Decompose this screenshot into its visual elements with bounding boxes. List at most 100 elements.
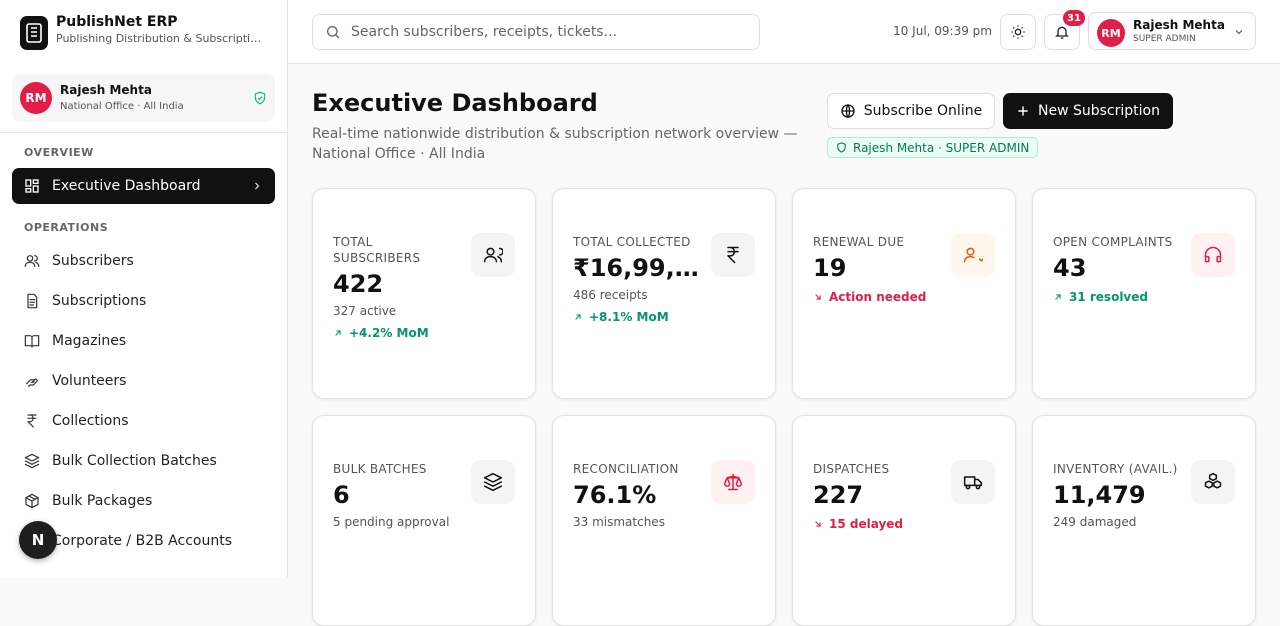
stat-card[interactable]: OPEN COMPLAINTS 43 31 resolved: [1032, 188, 1256, 399]
stat-card[interactable]: BULK BATCHES 6 5 pending approval: [312, 415, 536, 626]
avatar: RM: [1097, 19, 1125, 47]
icon: [26, 378, 38, 387]
user-name: Rajesh Mehta: [1133, 18, 1225, 32]
icon: [483, 472, 503, 492]
icon: [25, 493, 39, 509]
stat-label: RENEWAL DUE: [813, 235, 905, 249]
stat-icon: [711, 460, 755, 504]
nav-item[interactable]: Collections: [12, 403, 275, 439]
stat-body: TOTAL COLLECTED ₹16,99,… 486 receipts +8.1%…: [573, 234, 755, 324]
stat-body: RECONCILIATION 76.1% 33 mismatches: [573, 461, 755, 529]
nav-item[interactable]: Subscribers: [12, 243, 275, 279]
nav-item[interactable]: Bulk Collection Batches: [12, 443, 275, 479]
stat-trend: 15 delayed: [813, 517, 995, 531]
brand-tagline: Publishing Distribution & Subscripti…: [56, 32, 262, 45]
icon: [24, 255, 40, 267]
stat-body: BULK BATCHES 6 5 pending approval: [333, 461, 515, 529]
stat-label: INVENTORY (AVAIL.): [1053, 462, 1178, 476]
icon: [24, 453, 40, 469]
nav-item[interactable]: Magazines: [12, 323, 275, 359]
nav-label: Collections: [52, 413, 129, 429]
stat-sub: 486 receipts: [573, 288, 648, 302]
icon: [1204, 472, 1222, 489]
trend-label: +8.1% MoM: [589, 310, 669, 324]
stat-card[interactable]: RENEWAL DUE 19 Action needed: [792, 188, 1016, 399]
stat-sub: 327 active: [333, 304, 397, 318]
user-name: Rajesh Mehta: [60, 83, 152, 97]
user-card[interactable]: RM Rajesh Mehta National Office · All In…: [12, 74, 275, 122]
stat-icon: [951, 233, 995, 277]
stat-icon: [951, 460, 995, 504]
stat-icon: [471, 233, 515, 277]
trend-label: Action needed: [829, 290, 927, 304]
nav-label: Subscriptions: [52, 293, 147, 309]
icon: [24, 335, 40, 348]
nav-item[interactable]: Volunteers: [12, 363, 275, 399]
stat-value: 11,479: [1053, 481, 1146, 509]
nav-label: Bulk Packages: [52, 493, 153, 509]
nav-label: Magazines: [52, 333, 127, 349]
stat-icon: [1191, 460, 1235, 504]
logo: [20, 16, 48, 50]
button-label: New Subscription: [1038, 103, 1160, 119]
page-title: Executive Dashboard: [312, 89, 598, 117]
trend-label: +4.2% MoM: [349, 326, 429, 340]
icon: [963, 476, 983, 490]
stat-label: BULK BATCHES: [333, 462, 427, 476]
icon: [1055, 294, 1061, 300]
stat-label: DISPATCHES: [813, 462, 890, 476]
nav-label: Bulk Collection Batches: [52, 453, 217, 469]
topbar: Search subscribers, receipts, tickets...…: [288, 0, 1280, 64]
stat-card[interactable]: RECONCILIATION 76.1% 33 mismatches: [552, 415, 776, 626]
page-subtitle: Real-time nationwide distribution & subs…: [312, 126, 798, 162]
nav-label: Subscribers: [52, 253, 134, 269]
stat-card[interactable]: DISPATCHES 227 15 delayed: [792, 415, 1016, 626]
stat-sub: 33 mismatches: [573, 515, 665, 529]
nav-item[interactable]: Executive Dashboard: [12, 168, 275, 204]
stat-body: INVENTORY (AVAIL.) 11,479 249 damaged: [1053, 461, 1235, 529]
button-label: Subscribe Online: [863, 103, 983, 119]
stat-value: 19: [813, 254, 847, 282]
stat-trend: Action needed: [813, 290, 995, 304]
stat-icon: [711, 233, 755, 277]
icon: [815, 294, 821, 300]
user-menu[interactable]: RM Rajesh Mehta SUPER ADMIN: [1088, 12, 1256, 50]
stat-value: 422: [333, 270, 384, 298]
nav-item[interactable]: Bulk Packages: [12, 483, 275, 519]
icon: [1204, 246, 1222, 263]
trend-label: 31 resolved: [1069, 290, 1148, 304]
stat-sub: 249 damaged: [1053, 515, 1137, 529]
avatar: RM: [20, 82, 52, 114]
stat-card[interactable]: TOTAL COLLECTED ₹16,99,… 486 receipts +8.1%…: [552, 188, 776, 399]
stat-body: RENEWAL DUE 19 Action needed: [813, 234, 995, 304]
notification-count: 31: [1063, 10, 1085, 26]
stat-value: 43: [1053, 254, 1087, 282]
stat-label: TOTAL COLLECTED: [573, 235, 691, 249]
stat-card[interactable]: INVENTORY (AVAIL.) 11,479 249 damaged: [1032, 415, 1256, 626]
search-placeholder: Search subscribers, receipts, tickets...: [351, 24, 617, 40]
theme-toggle[interactable]: [1000, 14, 1036, 50]
nav-section: OPERATIONS: [24, 221, 109, 234]
nav-label: Executive Dashboard: [52, 178, 201, 194]
user-role: SUPER ADMIN: [1133, 34, 1196, 44]
stat-value: 6: [333, 481, 350, 509]
brand-name: PublishNet ERP: [56, 14, 178, 30]
nav-label: Volunteers: [52, 373, 127, 389]
search-box[interactable]: Search subscribers, receipts, tickets...: [312, 14, 760, 50]
icon: [27, 293, 38, 309]
icon: [483, 247, 503, 263]
subscribe-online-button[interactable]: Subscribe Online: [827, 93, 995, 129]
nav-item[interactable]: Subscriptions: [12, 283, 275, 319]
stat-sub: 5 pending approval: [333, 515, 450, 529]
nav-label: Corporate / B2B Accounts: [52, 533, 232, 549]
verified-icon: [254, 91, 266, 105]
stat-value: 76.1%: [573, 481, 657, 509]
divider: [0, 132, 287, 133]
stat-trend: 31 resolved: [1053, 290, 1235, 304]
new-subscription-button[interactable]: New Subscription: [1003, 93, 1173, 129]
stat-card[interactable]: TOTAL SUBSCRIBERS 422 327 active +4.2% MoM: [312, 188, 536, 399]
stat-body: OPEN COMPLAINTS 43 31 resolved: [1053, 234, 1235, 304]
floating-button[interactable]: N: [19, 521, 57, 559]
icon: [723, 473, 743, 491]
